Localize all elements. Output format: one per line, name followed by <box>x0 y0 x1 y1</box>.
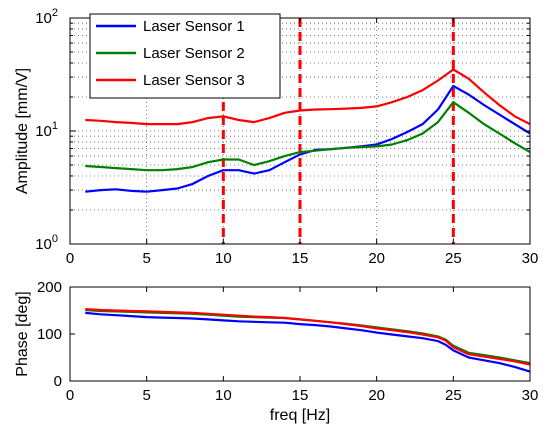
amplitude-y-tick-label-100: 102 <box>35 7 58 27</box>
phase-x-tick-label-20: 20 <box>368 387 385 404</box>
phase-x-tick-label-30: 30 <box>522 387 539 404</box>
phase-x-tick-label-10: 10 <box>215 387 232 404</box>
legend-label-laser-sensor-3: Laser Sensor 3 <box>143 72 245 89</box>
phase-y-axis-label: Phase [deg] <box>14 291 31 376</box>
phase-y-tick-label-200: 200 <box>37 279 62 296</box>
amplitude-x-tick-label-5: 5 <box>142 250 150 267</box>
amplitude-ticks: 0 5 10 15 20 25 30 100 101 102 <box>35 7 538 267</box>
legend-label-laser-sensor-1: Laser Sensor 1 <box>143 18 245 35</box>
amplitude-x-tick-label-20: 20 <box>368 250 385 267</box>
legend-label-laser-sensor-2: Laser Sensor 2 <box>143 45 245 62</box>
phase-line-laser-sensor-3 <box>85 308 531 366</box>
amplitude-panel: 0 5 10 15 20 25 30 100 101 102 Amplitude [mm/V] L… <box>14 7 538 267</box>
amplitude-line-laser-sensor-3 <box>85 68 531 126</box>
phase-series <box>85 308 531 373</box>
amplitude-y-axis-label: Amplitude [mm/V] <box>14 68 31 194</box>
phase-y-tick-label-0: 0 <box>54 373 62 390</box>
legend-entry-laser-sensor-3: Laser Sensor 3 <box>96 72 245 89</box>
phase-line-laser-sensor-1 <box>85 311 531 373</box>
amplitude-y-tick-label-1: 100 <box>35 233 58 253</box>
phase-ticks: 0 5 10 15 20 25 30 0 100 200 <box>37 279 538 404</box>
amplitude-x-tick-label-15: 15 <box>292 250 309 267</box>
legend-box <box>89 13 281 99</box>
legend: Laser Sensor 1 Laser Sensor 2 Laser Sens… <box>89 13 281 99</box>
phase-y-tick-label-100: 100 <box>37 326 62 343</box>
amplitude-series <box>85 68 531 193</box>
amplitude-x-tick-label-10: 10 <box>215 250 232 267</box>
phase-x-tick-label-25: 25 <box>445 387 462 404</box>
amplitude-x-tick-label-25: 25 <box>445 250 462 267</box>
amplitude-y-tick-label-10: 101 <box>35 120 58 140</box>
legend-entry-laser-sensor-1: Laser Sensor 1 <box>96 18 245 35</box>
phase-x-axis-label: freq [Hz] <box>270 407 330 424</box>
phase-panel: 0 5 10 15 20 25 30 0 100 200 Phase [deg] freq [Hz… <box>14 279 538 424</box>
amplitude-x-tick-label-30: 30 <box>522 250 539 267</box>
amplitude-x-tick-label-0: 0 <box>66 250 74 267</box>
phase-x-tick-label-5: 5 <box>142 387 150 404</box>
phase-axes-background <box>70 287 530 381</box>
phase-x-tick-label-15: 15 <box>292 387 309 404</box>
phase-x-tick-label-0: 0 <box>66 387 74 404</box>
legend-entry-laser-sensor-2: Laser Sensor 2 <box>96 45 245 62</box>
amplitude-vertical-markers <box>221 18 455 244</box>
amplitude-line-laser-sensor-2 <box>85 101 531 172</box>
